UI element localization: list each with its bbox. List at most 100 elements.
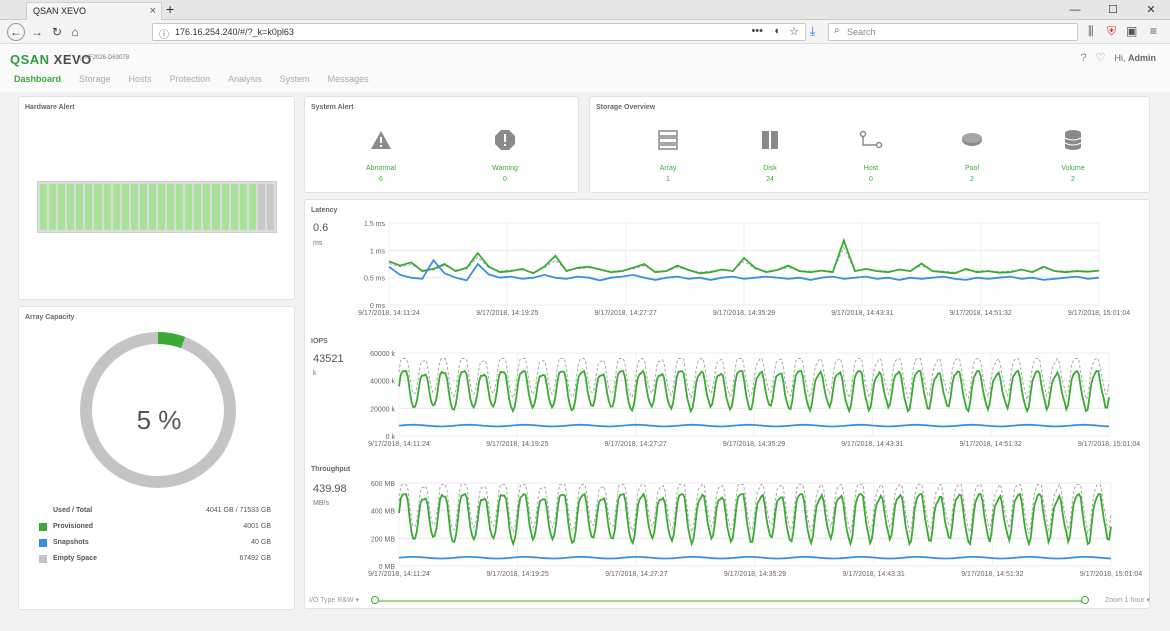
library-icon[interactable]: ⫼ <box>1088 24 1094 38</box>
latency-title: Latency <box>311 207 338 214</box>
maximize-icon[interactable]: ☐ <box>1108 4 1118 16</box>
close-tab-icon[interactable]: × <box>149 5 156 17</box>
disk-slot <box>176 184 184 230</box>
abnormal-alert[interactable]: Abnormal 6 <box>341 127 421 183</box>
y-tick-label: 400 MB <box>371 509 395 516</box>
capacity-row-value: 4041 GB / 71533 GB <box>206 507 271 514</box>
capacity-row: Empty Space 67492 GB <box>39 555 271 571</box>
download-icon[interactable]: ⤓ <box>810 24 816 38</box>
legend-swatch <box>39 523 47 531</box>
capacity-row-label: Empty Space <box>53 555 97 562</box>
disk-slot-bar <box>37 181 277 233</box>
disk-slot <box>121 184 129 230</box>
shield-icon[interactable]: ⛨ <box>1107 24 1117 38</box>
nav-messages[interactable]: Messages <box>327 74 369 84</box>
throughput-chart: 0 MB 200 MB 400 MB 600 MB 9/17/2018, 14:11:2… <box>368 481 1142 578</box>
qsan-logo: QSAN XEVO <box>10 52 92 67</box>
nav-storage[interactable]: Storage <box>79 74 111 84</box>
overview-host[interactable]: Host 0 <box>831 127 911 183</box>
slider-end-handle[interactable] <box>1081 596 1089 604</box>
performance-card: Latency 0.6 ms 0 ms 0.5 ms 1 ms 1.5 ms 9/17/… <box>304 199 1150 609</box>
help-icon[interactable]: ? <box>1080 51 1087 64</box>
disk-slot <box>58 184 66 230</box>
device-serial: XF2026-D63078 <box>80 55 129 61</box>
forward-icon[interactable]: → <box>31 25 43 39</box>
volume-icon <box>1064 130 1082 150</box>
nav-system[interactable]: System <box>279 74 310 84</box>
overview-array[interactable]: Array 1 <box>628 127 708 183</box>
site-info-icon[interactable]: ⓘ <box>159 30 169 41</box>
slider-start-handle[interactable] <box>371 596 379 604</box>
series-read-write <box>398 369 1110 414</box>
page-actions-icon[interactable]: ••• <box>751 25 763 37</box>
series-write <box>398 556 1112 560</box>
disk-slot <box>167 184 175 230</box>
menu-icon[interactable]: ≡ <box>1150 24 1158 38</box>
array-capacity-card: Array Capacity 5 % Used / Total 4041 GB /… <box>18 306 295 610</box>
browser-tabbar: QSAN XEVO × + — ☐ ✕ <box>0 0 1170 20</box>
iops-unit: k <box>313 370 317 377</box>
x-tick-label: 9/17/2018, 14:51:32 <box>961 571 1023 578</box>
nav-dashboard[interactable]: Dashboard <box>14 74 62 84</box>
bookmark-star-icon[interactable]: ☆ <box>789 26 799 38</box>
new-tab-button[interactable]: + <box>166 1 175 17</box>
throughput-value: 439.98 <box>313 483 347 495</box>
latency-chart: 0 ms 0.5 ms 1 ms 1.5 ms 9/17/2018, 14:11:24 9… <box>358 221 1130 317</box>
series-read-write <box>388 237 1100 275</box>
io-type-select[interactable]: I/O Type R&W ▾ <box>309 597 360 604</box>
nav-protection[interactable]: Protection <box>169 74 211 84</box>
url-bar[interactable]: ⓘ 176.16.254.240/#/?_k=k0pl63 ••• ◐ ☆ <box>152 23 806 41</box>
close-window-icon[interactable]: ✕ <box>1146 4 1156 16</box>
throughput-unit: MB/s <box>313 500 329 507</box>
x-tick-label: 9/17/2018, 14:43:31 <box>843 571 905 578</box>
browser-tab[interactable]: QSAN XEVO × <box>26 2 162 20</box>
capacity-row-value: 4001 GB <box>243 523 271 530</box>
tab-title: QSAN XEVO <box>33 6 87 16</box>
window-controls: — ☐ ✕ <box>1056 0 1170 20</box>
x-tick-label: 9/17/2018, 14:27:27 <box>605 441 667 448</box>
capacity-row-label: Provisioned <box>53 523 94 530</box>
reload-icon[interactable]: ↻ <box>51 25 63 39</box>
disk-icon <box>762 131 778 149</box>
x-tick-label: 9/17/2018, 14:43:31 <box>831 310 893 317</box>
y-tick-label: 60000 k <box>370 351 395 358</box>
x-tick-label: 9/17/2018, 14:51:32 <box>950 310 1012 317</box>
search-placeholder: Search <box>847 27 876 37</box>
iops-value: 43521 <box>313 353 344 365</box>
disk-slot <box>203 184 211 230</box>
series-write <box>398 423 1110 428</box>
y-tick-label: 0 ms <box>370 303 386 310</box>
capacity-row-value: 40 GB <box>251 539 271 546</box>
time-range-slider[interactable] <box>375 600 1085 602</box>
user-greeting[interactable]: Hi, Admin <box>1114 52 1156 63</box>
browser-search-input[interactable]: ⌕ Search <box>828 23 1078 41</box>
pocket-icon[interactable]: ◐ <box>774 25 781 37</box>
iops-title: IOPS <box>311 338 328 345</box>
overview-disk[interactable]: Disk 24 <box>730 127 810 183</box>
health-icon[interactable]: ♡ <box>1095 52 1106 64</box>
home-icon[interactable]: ⌂ <box>71 25 79 39</box>
x-tick-label: 9/17/2018, 14:35:29 <box>723 441 785 448</box>
x-tick-label: 9/17/2018, 14:11:24 <box>358 310 420 317</box>
disk-slot <box>94 184 102 230</box>
hardware-alert-card: Hardware Alert <box>18 96 295 300</box>
y-tick-label: 0 MB <box>379 564 396 571</box>
warning-alert[interactable]: Warning 0 <box>465 127 545 183</box>
sidebar-icon[interactable]: ▣ <box>1126 24 1138 38</box>
back-icon[interactable]: ← <box>7 23 25 41</box>
iops-chart: 0 k 20000 k 40000 k 60000 k 9/17/2018, 14:11… <box>368 351 1140 448</box>
y-tick-label: 1 ms <box>370 248 386 255</box>
y-tick-label: 1.5 ms <box>364 221 386 228</box>
overview-pool[interactable]: Pool 2 <box>932 127 1012 183</box>
overview-volume[interactable]: Volume 2 <box>1033 127 1113 183</box>
capacity-row-label: Snapshots <box>53 539 89 546</box>
header-right: ? ♡ Hi, Admin <box>1080 51 1156 65</box>
zoom-select[interactable]: Zoom 1 hour ▾ <box>1104 597 1150 604</box>
x-tick-label: 9/17/2018, 15:01:04 <box>1078 441 1140 448</box>
capacity-legend: Used / Total 4041 GB / 71533 GB Provisione… <box>39 507 271 571</box>
nav-hosts[interactable]: Hosts <box>128 74 152 84</box>
minimize-icon[interactable]: — <box>1069 4 1081 16</box>
y-tick-label: 600 MB <box>371 481 395 488</box>
nav-analysis[interactable]: Analysis <box>228 74 262 84</box>
system-alert-card: System Alert Abnormal 6 Warning 0 <box>304 96 579 193</box>
